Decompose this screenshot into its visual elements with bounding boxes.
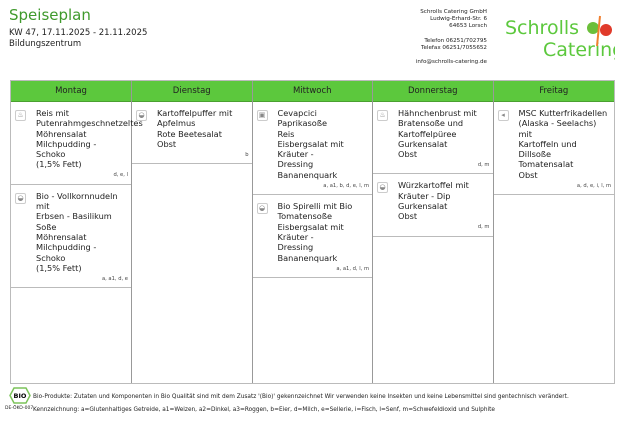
meal-line: Reis (277, 128, 295, 139)
page-title: Speiseplan (9, 6, 91, 24)
day-column: Dienstag ◒ Kartoffelpuffer mit Apfelmus Rote… (132, 81, 253, 383)
meal-line: Tomatensoße (277, 211, 333, 222)
meal-line: Obst (518, 169, 538, 180)
address-line: Telefon 06251/702795 (424, 37, 487, 44)
day-header: Dienstag (132, 81, 252, 102)
svg-text:Catering: Catering (543, 39, 615, 60)
company-logo: Schrolls Catering (505, 15, 615, 60)
meal-line: Bio Spirelli mit Bio (277, 201, 353, 212)
meal-line: Milchpudding - Schoko (36, 138, 97, 160)
address-line: Schrolls Catering GmbH (420, 9, 487, 15)
company-address: Schrolls Catering GmbH Ludwig-Erhard-Str.… (416, 9, 487, 67)
meal-entry: ◒ Kartoffelpuffer mit Apfelmus Rote Beetesa… (132, 102, 252, 165)
day-column: Freitag ◂ MSC Kutterfrikadellen (Alaska - S… (493, 81, 614, 383)
day-header: Freitag (493, 81, 614, 102)
meal-entry: ◒ Bio - Vollkornnudeln mit Erbsen - Basili… (11, 185, 131, 289)
vegetarian-icon: ◒ (15, 192, 26, 204)
allergens: a, d, e, i, l, m (576, 182, 611, 189)
meal-line: Bananenquark (277, 169, 338, 180)
vegetarian-icon: ◒ (377, 182, 388, 194)
meal-line: Kräuter - Dip (398, 190, 451, 201)
meal-line: Eisbergsalat mit Kräuter - (277, 221, 344, 242)
meal-line: Obst (398, 211, 418, 222)
meal-line: Dressing (277, 242, 314, 253)
meal-entry: ♨ Reis mit Putenrahmgeschnetzeltes Möhrensa… (11, 102, 143, 185)
meal-line: Cevapcici (277, 108, 317, 118)
allergens: a, a1, d, l, m (336, 265, 369, 272)
day-header: Mittwoch (252, 81, 372, 102)
day-column: Donnerstag ♨ Hähnchenbrust mit Bratensoße u… (373, 81, 494, 383)
vegetarian-icon: ◒ (256, 203, 268, 215)
meal-line: MSC Kutterfrikadellen (518, 108, 608, 118)
vegetarian-icon: ◒ (136, 110, 147, 121)
meal-line: Putenrahmgeschnetzeltes (36, 118, 143, 129)
allergens: a, a1, d, e (101, 275, 128, 282)
svg-text:BIO: BIO (14, 392, 27, 400)
fish-icon: ◂ (497, 110, 509, 121)
address-line (416, 52, 487, 59)
meal-line: Obst (398, 149, 418, 160)
meal-line: Apfelmus (157, 118, 196, 129)
meal-line: Kartoffelpüree (398, 128, 457, 139)
address-line (416, 31, 487, 38)
meal-entry: ▣ Cevapcici Paprikasoße Reis Eisbergsalat mi… (252, 102, 372, 196)
svg-text:Schrolls: Schrolls (505, 17, 579, 39)
meal-line: Möhrensalat (36, 128, 87, 139)
meal-entry: ♨ Hähnchenbrust mit Bratensoße und Kartoffe… (373, 102, 493, 175)
meal-line: Hähnchenbrust mit (398, 108, 477, 118)
meal-line: Würzkartoffel mit (398, 180, 469, 191)
meal-entry: ◂ MSC Kutterfrikadellen (Alaska - Seelachs… (493, 102, 614, 196)
meal-line: Dressing (277, 159, 314, 170)
meal-line: (1,5% Fett) (36, 262, 82, 273)
meal-line: Möhrensalat (36, 231, 87, 242)
bio-logo: BIO (9, 387, 31, 404)
meal-line: Rote Beetesalat (157, 128, 222, 139)
location: Bildungszentrum (9, 39, 82, 49)
bio-note: Bio-Produkte: Zutaten und Komponenten in… (33, 394, 569, 400)
meal-line: Reis mit (36, 108, 69, 118)
meal-line: Gurkensalat (398, 201, 448, 212)
meal-line: Tomatensalat (518, 159, 574, 170)
meal-line: (Alaska - Seelachs) mit (518, 118, 597, 139)
chicken-icon: ♨ (377, 110, 388, 121)
meal-line: Obst (157, 138, 177, 149)
meal-line: Milchpudding - Schoko (36, 242, 97, 263)
meal-line: Bratensoße und (398, 118, 464, 129)
meal-line: Kartoffelpuffer mit (157, 108, 233, 118)
day-header: Donnerstag (373, 81, 493, 102)
day-header: Montag (11, 81, 131, 102)
beef-icon: ▣ (256, 110, 268, 121)
meal-line: Erbsen - Basilikum Soße (36, 211, 112, 232)
meal-line: (1,5% Fett) (36, 159, 82, 170)
address-line: Telefax 06251/7055652 (421, 44, 487, 51)
chicken-icon: ♨ (15, 110, 26, 121)
address-line: Ludwig-Erhard-Str. 6 (430, 16, 487, 23)
bio-code: DE-ÖKO-007 (5, 406, 34, 411)
meal-line: Bananenquark (277, 252, 338, 263)
allergens: a, a1, b, d, e, l, m (323, 182, 369, 189)
meal-line: Bio - Vollkornnudeln mit (36, 190, 118, 212)
meal-line: Kartoffeln und Dillsoße (518, 138, 577, 160)
allergens: b (245, 151, 249, 158)
meal-line: Paprikasoße (277, 118, 328, 129)
allergen-legend: Kennzeichnung: a=Glutenhaltiges Getreide… (33, 407, 495, 413)
meal-entry: ◒ Würzkartoffel mit Kräuter - Dip Gurkensal… (373, 174, 493, 237)
allergens: d, m (477, 224, 490, 231)
meal-line: Eisbergsalat mit Kräuter - (277, 138, 344, 160)
day-column: Mittwoch ▣ Cevapcici Paprikasoße Reis Eisberg… (252, 81, 373, 383)
meal-entry: ◒ Bio Spirelli mit Bio Tomatensoße Eisbergs… (252, 195, 372, 278)
menu-table: Montag ♨ Reis mit Putenrahmgeschnetzeltes Mö… (10, 80, 615, 384)
week-range: KW 47, 17.11.2025 - 21.11.2025 (9, 28, 148, 38)
address-line: 64653 Lorsch (449, 23, 487, 30)
allergens: d, m (477, 162, 490, 169)
day-column: Montag ♨ Reis mit Putenrahmgeschnetzeltes Mö… (11, 81, 143, 383)
meal-line: Gurkensalat (398, 138, 448, 149)
address-line: info@schrolls-catering.de (415, 59, 487, 66)
allergens: d, e, l (113, 172, 128, 179)
